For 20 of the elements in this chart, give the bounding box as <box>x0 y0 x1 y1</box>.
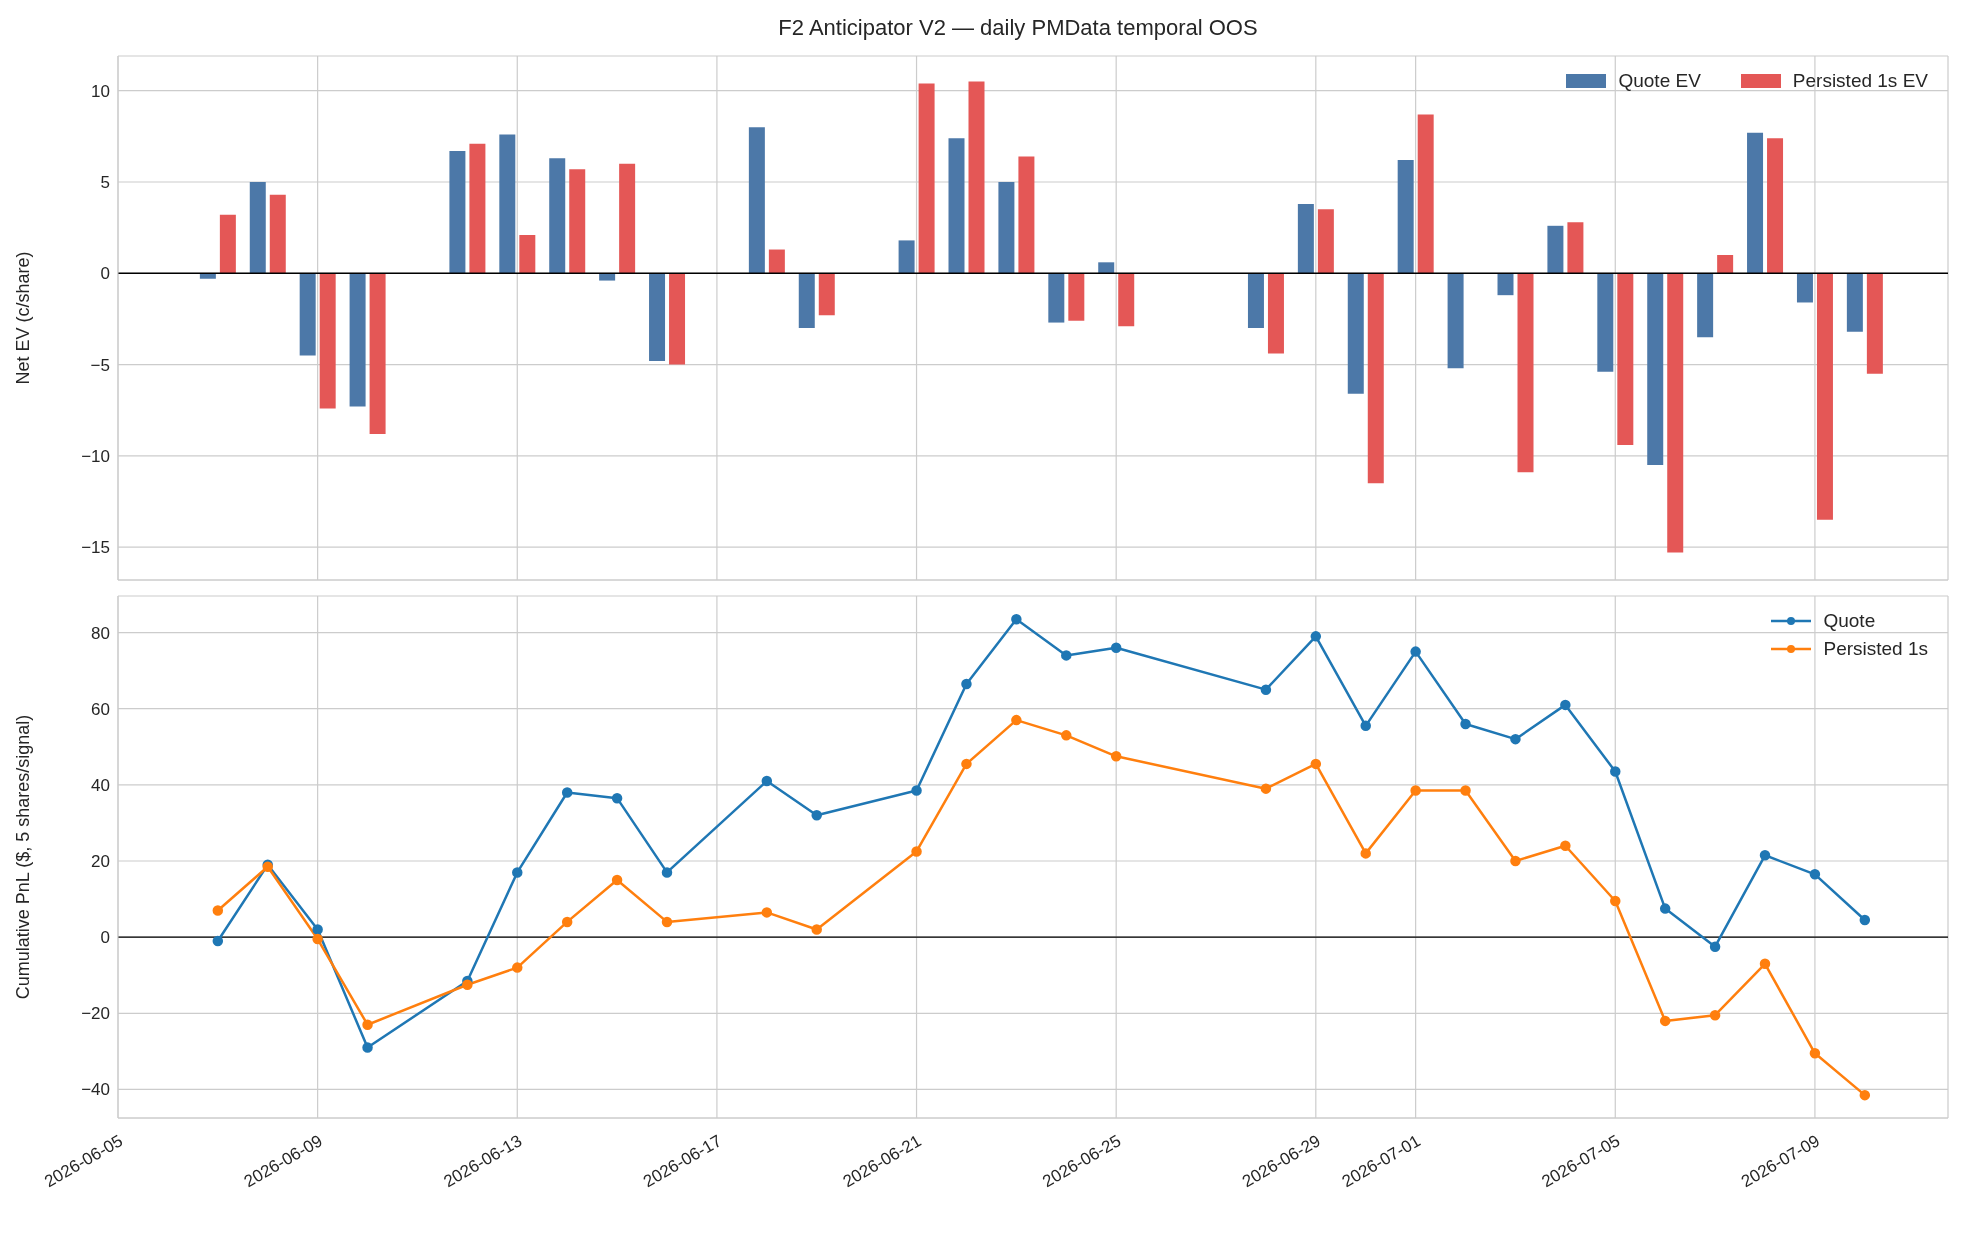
y-axis-title: Net EV (c/share) <box>13 251 34 385</box>
y-tick-label: 0 <box>100 928 110 948</box>
y-tick-label: −40 <box>81 1080 110 1100</box>
y-tick-label: 20 <box>91 852 110 872</box>
legend-label: Persisted 1s EV <box>1792 70 1928 92</box>
y-tick-label: 80 <box>91 623 110 643</box>
chart-title: F2 Anticipator V2 — daily PMData temporal OOS <box>777 14 1259 42</box>
y-tick-label: −10 <box>81 446 110 466</box>
y-tick-label: 40 <box>91 775 110 795</box>
y-tick-label: −5 <box>90 355 110 375</box>
y-tick-label: 0 <box>100 264 110 284</box>
legend-label: Quote EV <box>1618 70 1701 92</box>
y-tick-label: 60 <box>91 699 110 719</box>
y-tick-label: 5 <box>100 173 110 193</box>
legend-label: Quote <box>1823 610 1876 632</box>
y-tick-label: −20 <box>81 1004 110 1024</box>
y-axis-title: Cumulative PnL ($, 5 shares/signal) <box>13 714 34 1000</box>
legend-label: Persisted 1s <box>1823 638 1928 660</box>
y-tick-label: −15 <box>81 538 110 558</box>
y-tick-label: 10 <box>91 81 110 101</box>
